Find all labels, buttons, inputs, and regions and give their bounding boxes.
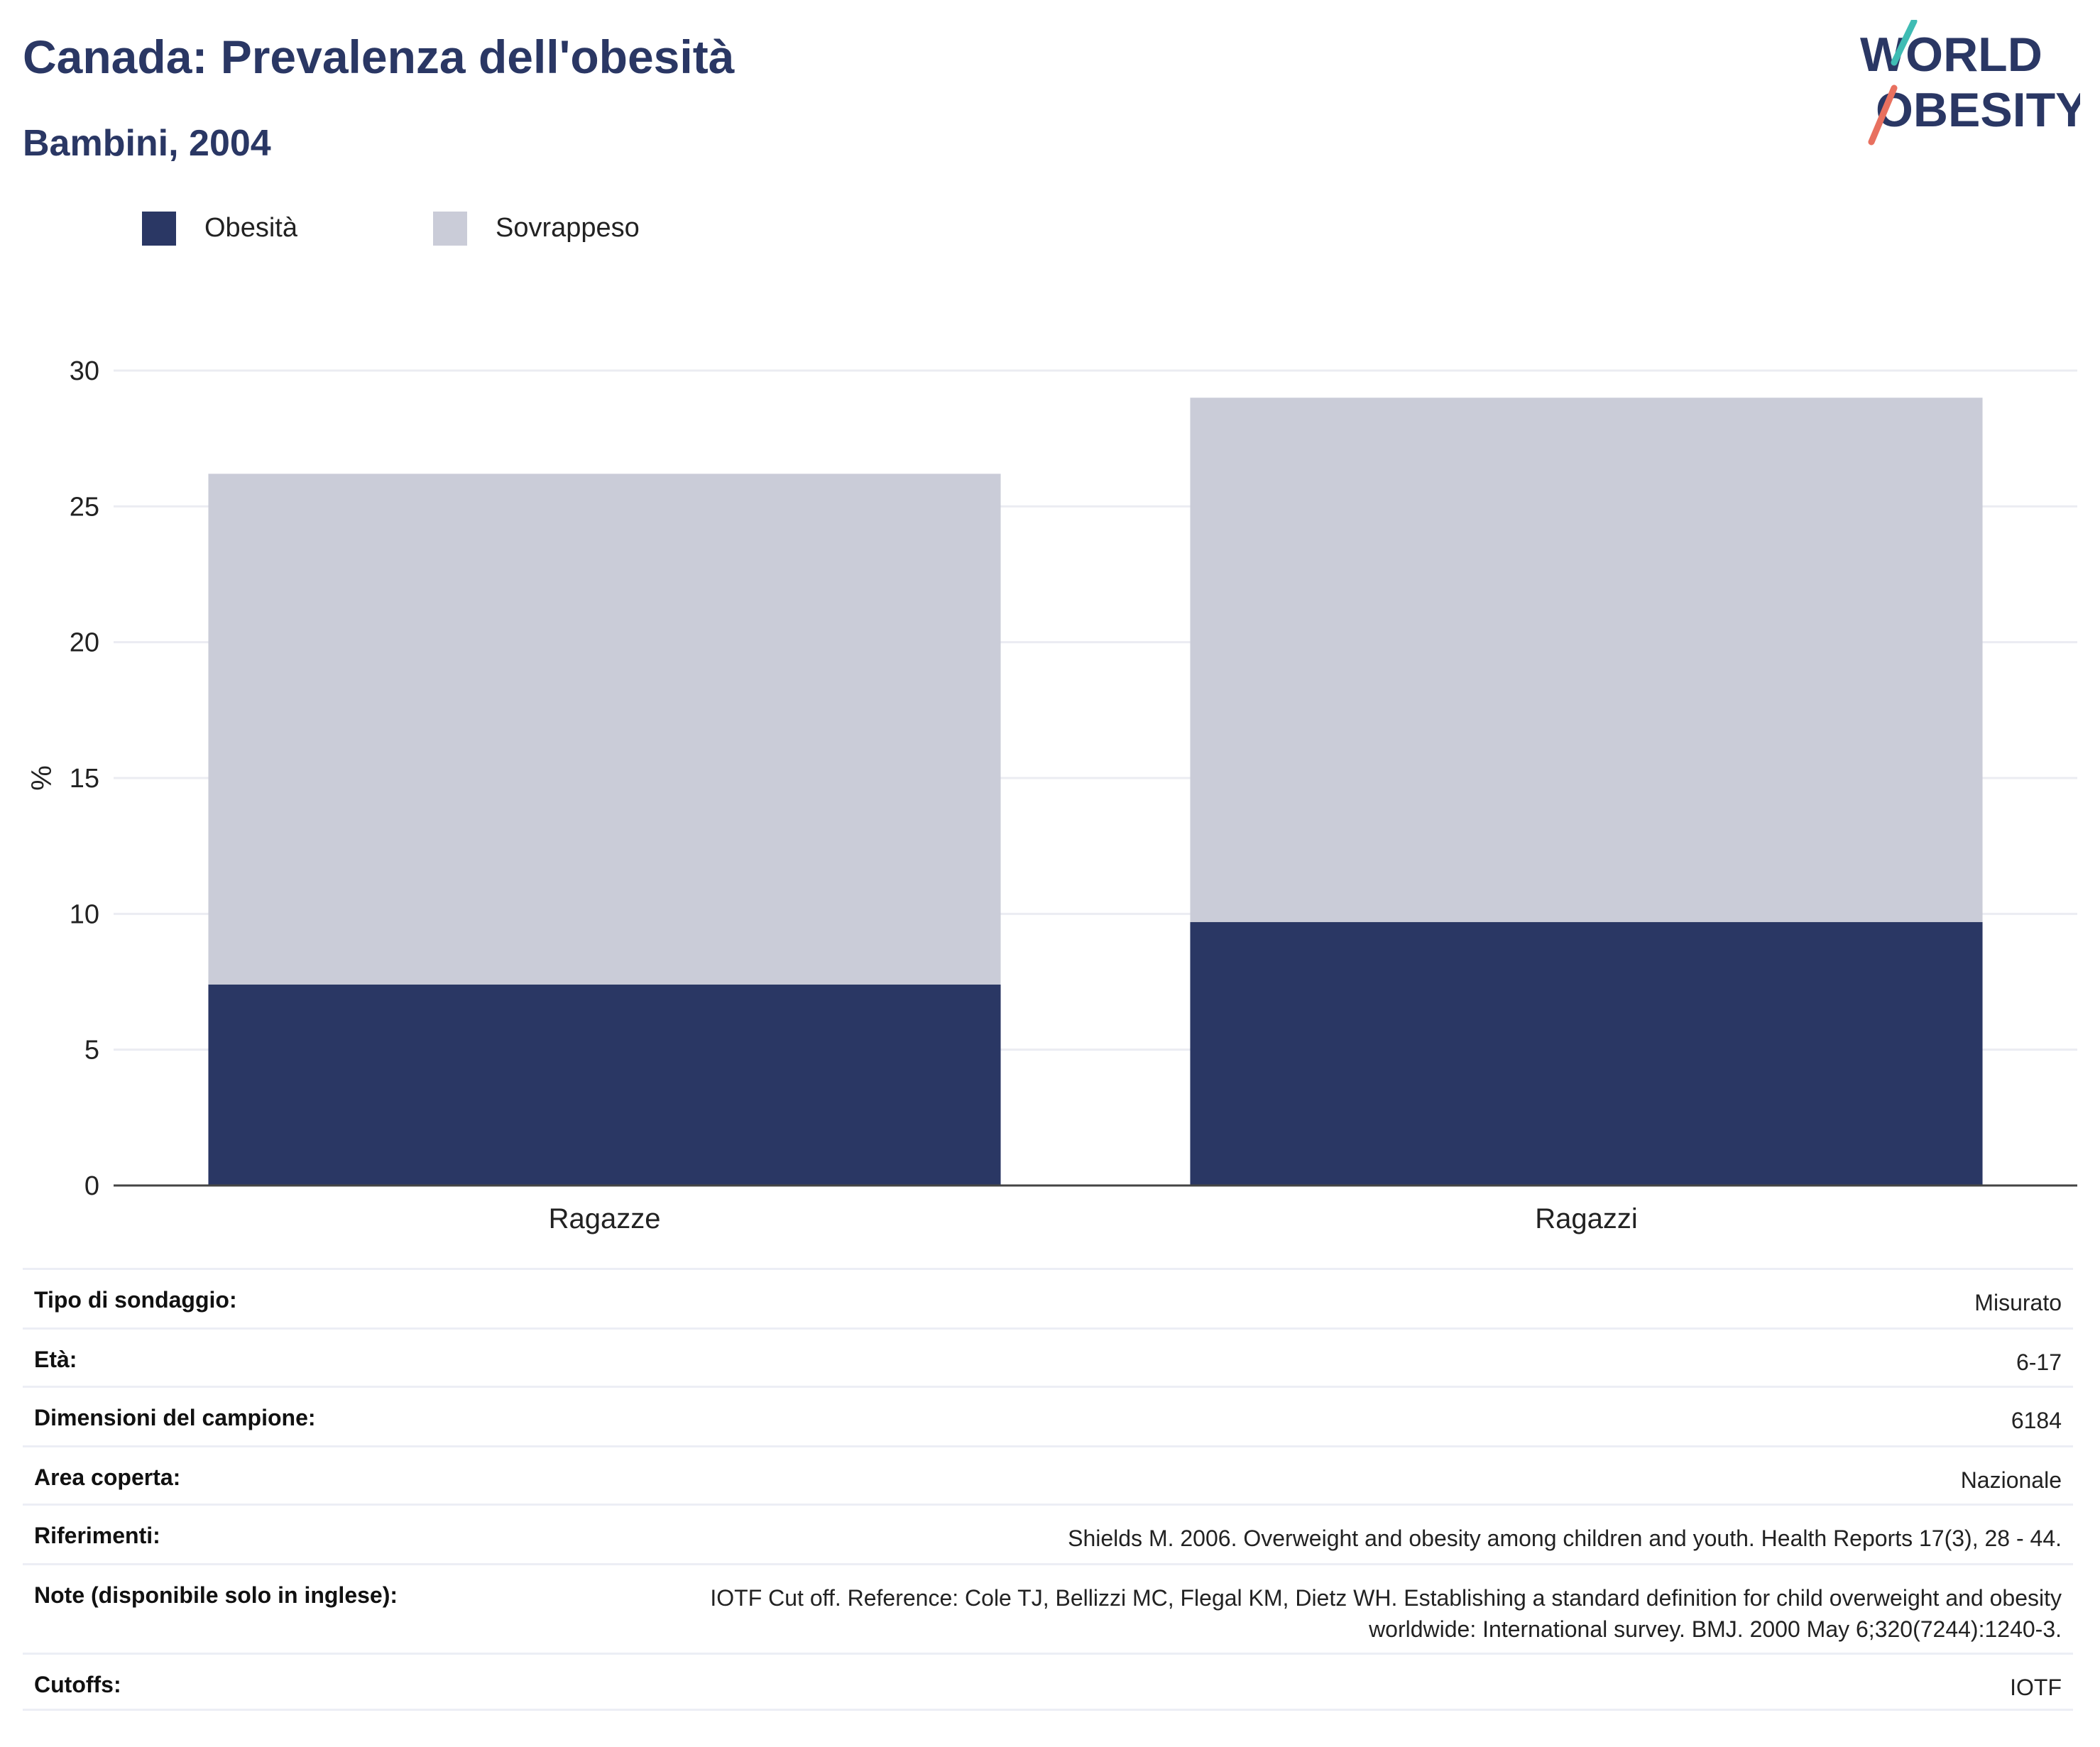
bar-ragazzi-sovrappeso (1190, 398, 1983, 922)
info-value-line: IOTF Cut off. Reference: Cole TJ, Belliz… (710, 1585, 2062, 1611)
y-tick-label: 30 (70, 356, 99, 386)
info-row: Cutoffs: IOTF (23, 1653, 2073, 1711)
info-value: Shields M. 2006. Overweight and obesity … (1068, 1526, 2062, 1551)
y-tick-label: 0 (84, 1171, 99, 1201)
survey-info-table: Tipo di sondaggio: Misurato Età: 6-17 Dimens… (23, 1268, 2073, 1711)
info-value: 6184 (2011, 1408, 2062, 1433)
info-label: Tipo di sondaggio: (34, 1287, 237, 1313)
logo-text-obesity: OBESITY (1876, 83, 2080, 137)
info-row: Note (disponibile solo in inglese): IOTF … (23, 1563, 2073, 1653)
y-tick-label: 10 (70, 899, 99, 929)
bar-ragazze-sovrappeso (208, 473, 1001, 985)
info-row: Tipo di sondaggio: Misurato (23, 1268, 2073, 1327)
y-tick-label: 5 (84, 1036, 99, 1066)
logo-text-world: WORLD (1860, 28, 2042, 82)
legend-label-sovrappeso: Sovrappeso (496, 213, 640, 243)
bar-ragazzi-obesita (1190, 921, 1983, 1185)
info-row: Età: 6-17 (23, 1327, 2073, 1386)
y-axis-label: % (26, 765, 58, 791)
bar-chart: 0 5 10 15 20 25 30% Ragazze Ragazzi (26, 356, 2077, 1234)
info-label: Note (disponibile solo in inglese): (34, 1582, 398, 1608)
x-tick-label: Ragazze (549, 1203, 661, 1234)
bar-ragazze-obesita (208, 984, 1001, 1185)
info-label: Età: (34, 1347, 77, 1372)
x-tick-label: Ragazzi (1535, 1203, 1638, 1234)
y-tick-label: 20 (70, 628, 99, 658)
info-value: Misurato (1974, 1290, 2062, 1315)
info-value-line: worldwide: International survey. BMJ. 20… (1369, 1616, 2062, 1642)
y-tick-label: 15 (70, 764, 99, 794)
info-value: Nazionale (1960, 1467, 2062, 1493)
legend-swatch-sovrappeso (433, 212, 467, 246)
info-label: Area coperta: (34, 1464, 181, 1490)
legend-swatch-obesita (142, 212, 176, 246)
world-obesity-logo: WORLD OBESITY (1860, 20, 2080, 146)
info-label: Riferimenti: (34, 1523, 160, 1548)
chart-subtitle: Bambini, 2004 (23, 123, 271, 164)
chart-title: Canada: Prevalenza dell'obesità (23, 31, 735, 83)
info-label: Dimensioni del campione: (34, 1405, 316, 1430)
info-value: 6-17 (2016, 1349, 2062, 1375)
info-value: IOTF Cut off. Reference: Cole TJ, Belliz… (710, 1582, 2062, 1645)
y-tick-label: 25 (70, 492, 99, 522)
info-row: Riferimenti: Shields M. 2006. Overweight … (23, 1504, 2073, 1563)
info-label: Cutoffs: (34, 1672, 121, 1697)
info-row: Area coperta: Nazionale (23, 1445, 2073, 1504)
info-row: Dimensioni del campione: 6184 (23, 1386, 2073, 1445)
legend-label-obesita: Obesità (204, 213, 297, 243)
info-value: IOTF (2010, 1675, 2062, 1700)
